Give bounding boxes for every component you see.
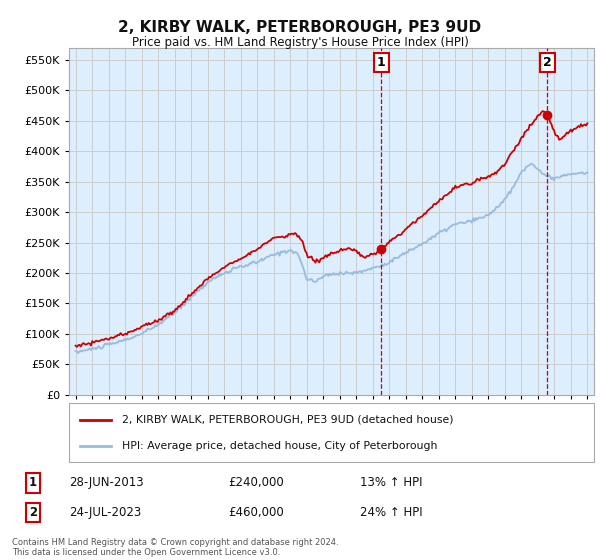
Text: Price paid vs. HM Land Registry's House Price Index (HPI): Price paid vs. HM Land Registry's House … [131, 36, 469, 49]
Text: 2, KIRBY WALK, PETERBOROUGH, PE3 9UD (detached house): 2, KIRBY WALK, PETERBOROUGH, PE3 9UD (de… [121, 414, 453, 424]
Text: £460,000: £460,000 [228, 506, 284, 519]
Text: 1: 1 [377, 57, 385, 69]
Text: Contains HM Land Registry data © Crown copyright and database right 2024.
This d: Contains HM Land Registry data © Crown c… [12, 538, 338, 557]
Text: 28-JUN-2013: 28-JUN-2013 [69, 476, 143, 489]
Text: 2: 2 [543, 57, 552, 69]
Text: 13% ↑ HPI: 13% ↑ HPI [360, 476, 422, 489]
Text: 24% ↑ HPI: 24% ↑ HPI [360, 506, 422, 519]
Text: 2, KIRBY WALK, PETERBOROUGH, PE3 9UD: 2, KIRBY WALK, PETERBOROUGH, PE3 9UD [118, 20, 482, 35]
Text: 2: 2 [29, 506, 37, 519]
Text: £240,000: £240,000 [228, 476, 284, 489]
Text: 1: 1 [29, 476, 37, 489]
Text: HPI: Average price, detached house, City of Peterborough: HPI: Average price, detached house, City… [121, 441, 437, 451]
Text: 24-JUL-2023: 24-JUL-2023 [69, 506, 141, 519]
